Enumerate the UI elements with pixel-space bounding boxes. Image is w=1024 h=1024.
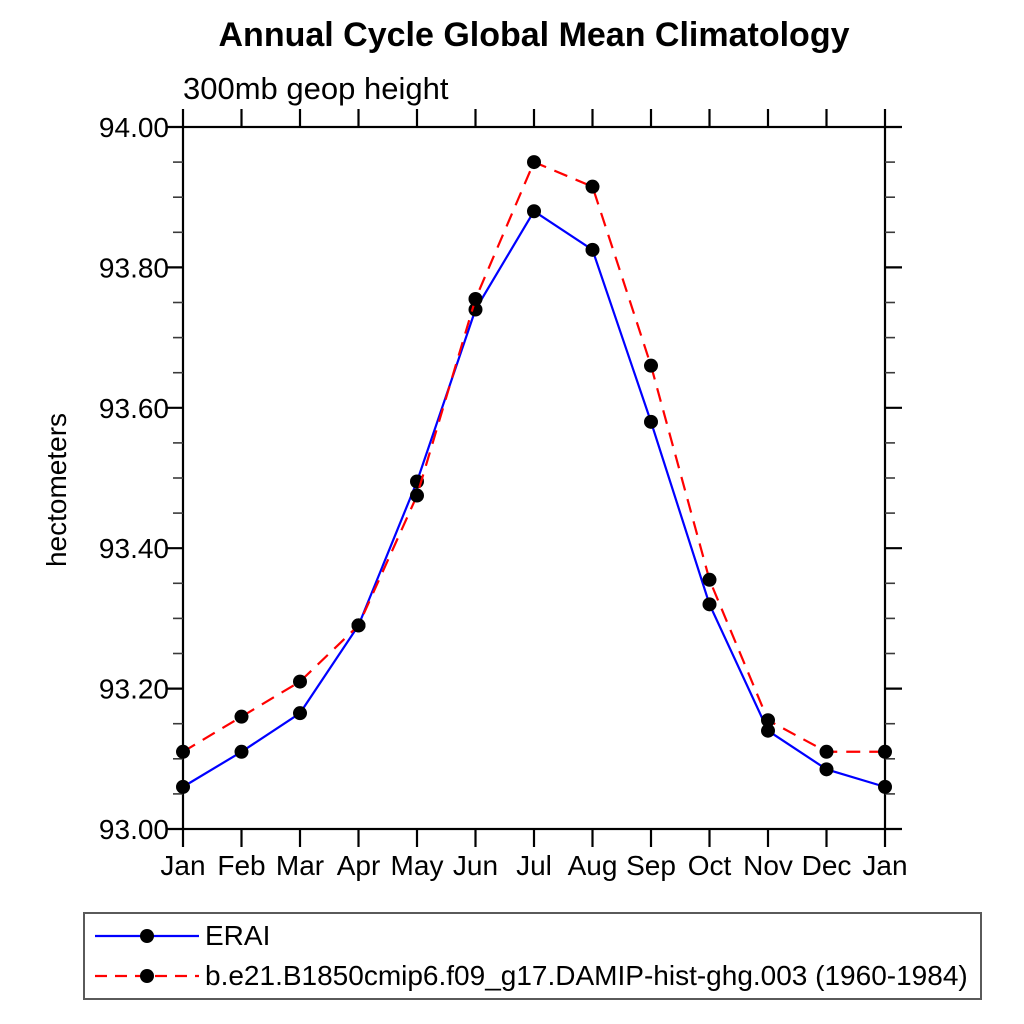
series-marker-0 (293, 706, 307, 721)
legend-row-1: b.e21.B1850cmip6.f09_g17.DAMIP-hist-ghg.… (85, 958, 980, 994)
series-marker-1 (761, 713, 775, 728)
x-tick-label: Dec (802, 850, 852, 881)
legend-label: ERAI (205, 920, 271, 951)
series-marker-0 (527, 204, 541, 219)
y-tick-label: 93.40 (99, 533, 169, 564)
series-marker-0 (761, 723, 775, 738)
series-marker-1 (351, 618, 366, 633)
chart-subtitle: 300mb geop height (183, 71, 449, 106)
x-tick-label: Nov (743, 850, 793, 881)
x-tick-label: Jan (160, 850, 205, 881)
x-tick-label: Jun (453, 850, 498, 881)
legend-marker-icon (140, 929, 154, 943)
series-marker-1 (234, 709, 249, 724)
x-tick-label: Jul (516, 850, 552, 881)
x-tick-label: Apr (337, 850, 381, 881)
series-marker-1 (702, 572, 717, 587)
series-marker-0 (468, 302, 483, 317)
series-marker-1 (176, 744, 190, 759)
series-marker-1 (644, 358, 658, 373)
x-tick-label: May (391, 850, 444, 881)
series-marker-0 (585, 242, 600, 257)
x-tick-label: Jan (862, 850, 907, 881)
series-marker-1 (468, 291, 483, 306)
y-tick-label: 93.60 (99, 393, 169, 424)
y-tick-label: 93.00 (99, 814, 169, 845)
series-line-0 (182, 209, 886, 788)
y-tick-label: 93.80 (99, 252, 169, 283)
legend-box: ERAI b.e21.B1850cmip6.f09_g17.DAMIP-hist-… (83, 912, 982, 1000)
series-marker-1 (527, 155, 541, 170)
series-marker-0 (644, 414, 658, 429)
series-marker-1 (410, 488, 424, 503)
x-tick-label: Feb (217, 850, 265, 881)
plot-box (181, 125, 887, 831)
series-marker-0 (878, 779, 892, 794)
series-marker-1 (819, 744, 834, 759)
series-marker-1 (585, 179, 600, 194)
series-marker-0 (176, 779, 190, 794)
y-tick-label: 94.00 (99, 112, 169, 143)
legend-row-0: ERAI (85, 918, 980, 954)
x-tick-label: Oct (688, 850, 732, 881)
legend-sample-dashed-line (95, 969, 199, 983)
series-line-1 (182, 160, 885, 753)
x-tick-label: Sep (626, 850, 676, 881)
series-marker-0 (819, 762, 834, 777)
chart-title: Annual Cycle Global Mean Climatology (218, 16, 850, 54)
y-tick-label: 93.20 (99, 674, 169, 705)
series-marker-1 (878, 744, 892, 759)
series-marker-0 (234, 744, 249, 759)
legend-label: b.e21.B1850cmip6.f09_g17.DAMIP-hist-ghg.… (205, 960, 968, 991)
legend-sample-solid-line (95, 929, 199, 943)
x-tick-label: Aug (568, 850, 618, 881)
series-marker-1 (293, 674, 307, 689)
series-marker-0 (702, 597, 717, 612)
legend-marker-icon (140, 969, 154, 983)
x-tick-label: Mar (276, 850, 324, 881)
